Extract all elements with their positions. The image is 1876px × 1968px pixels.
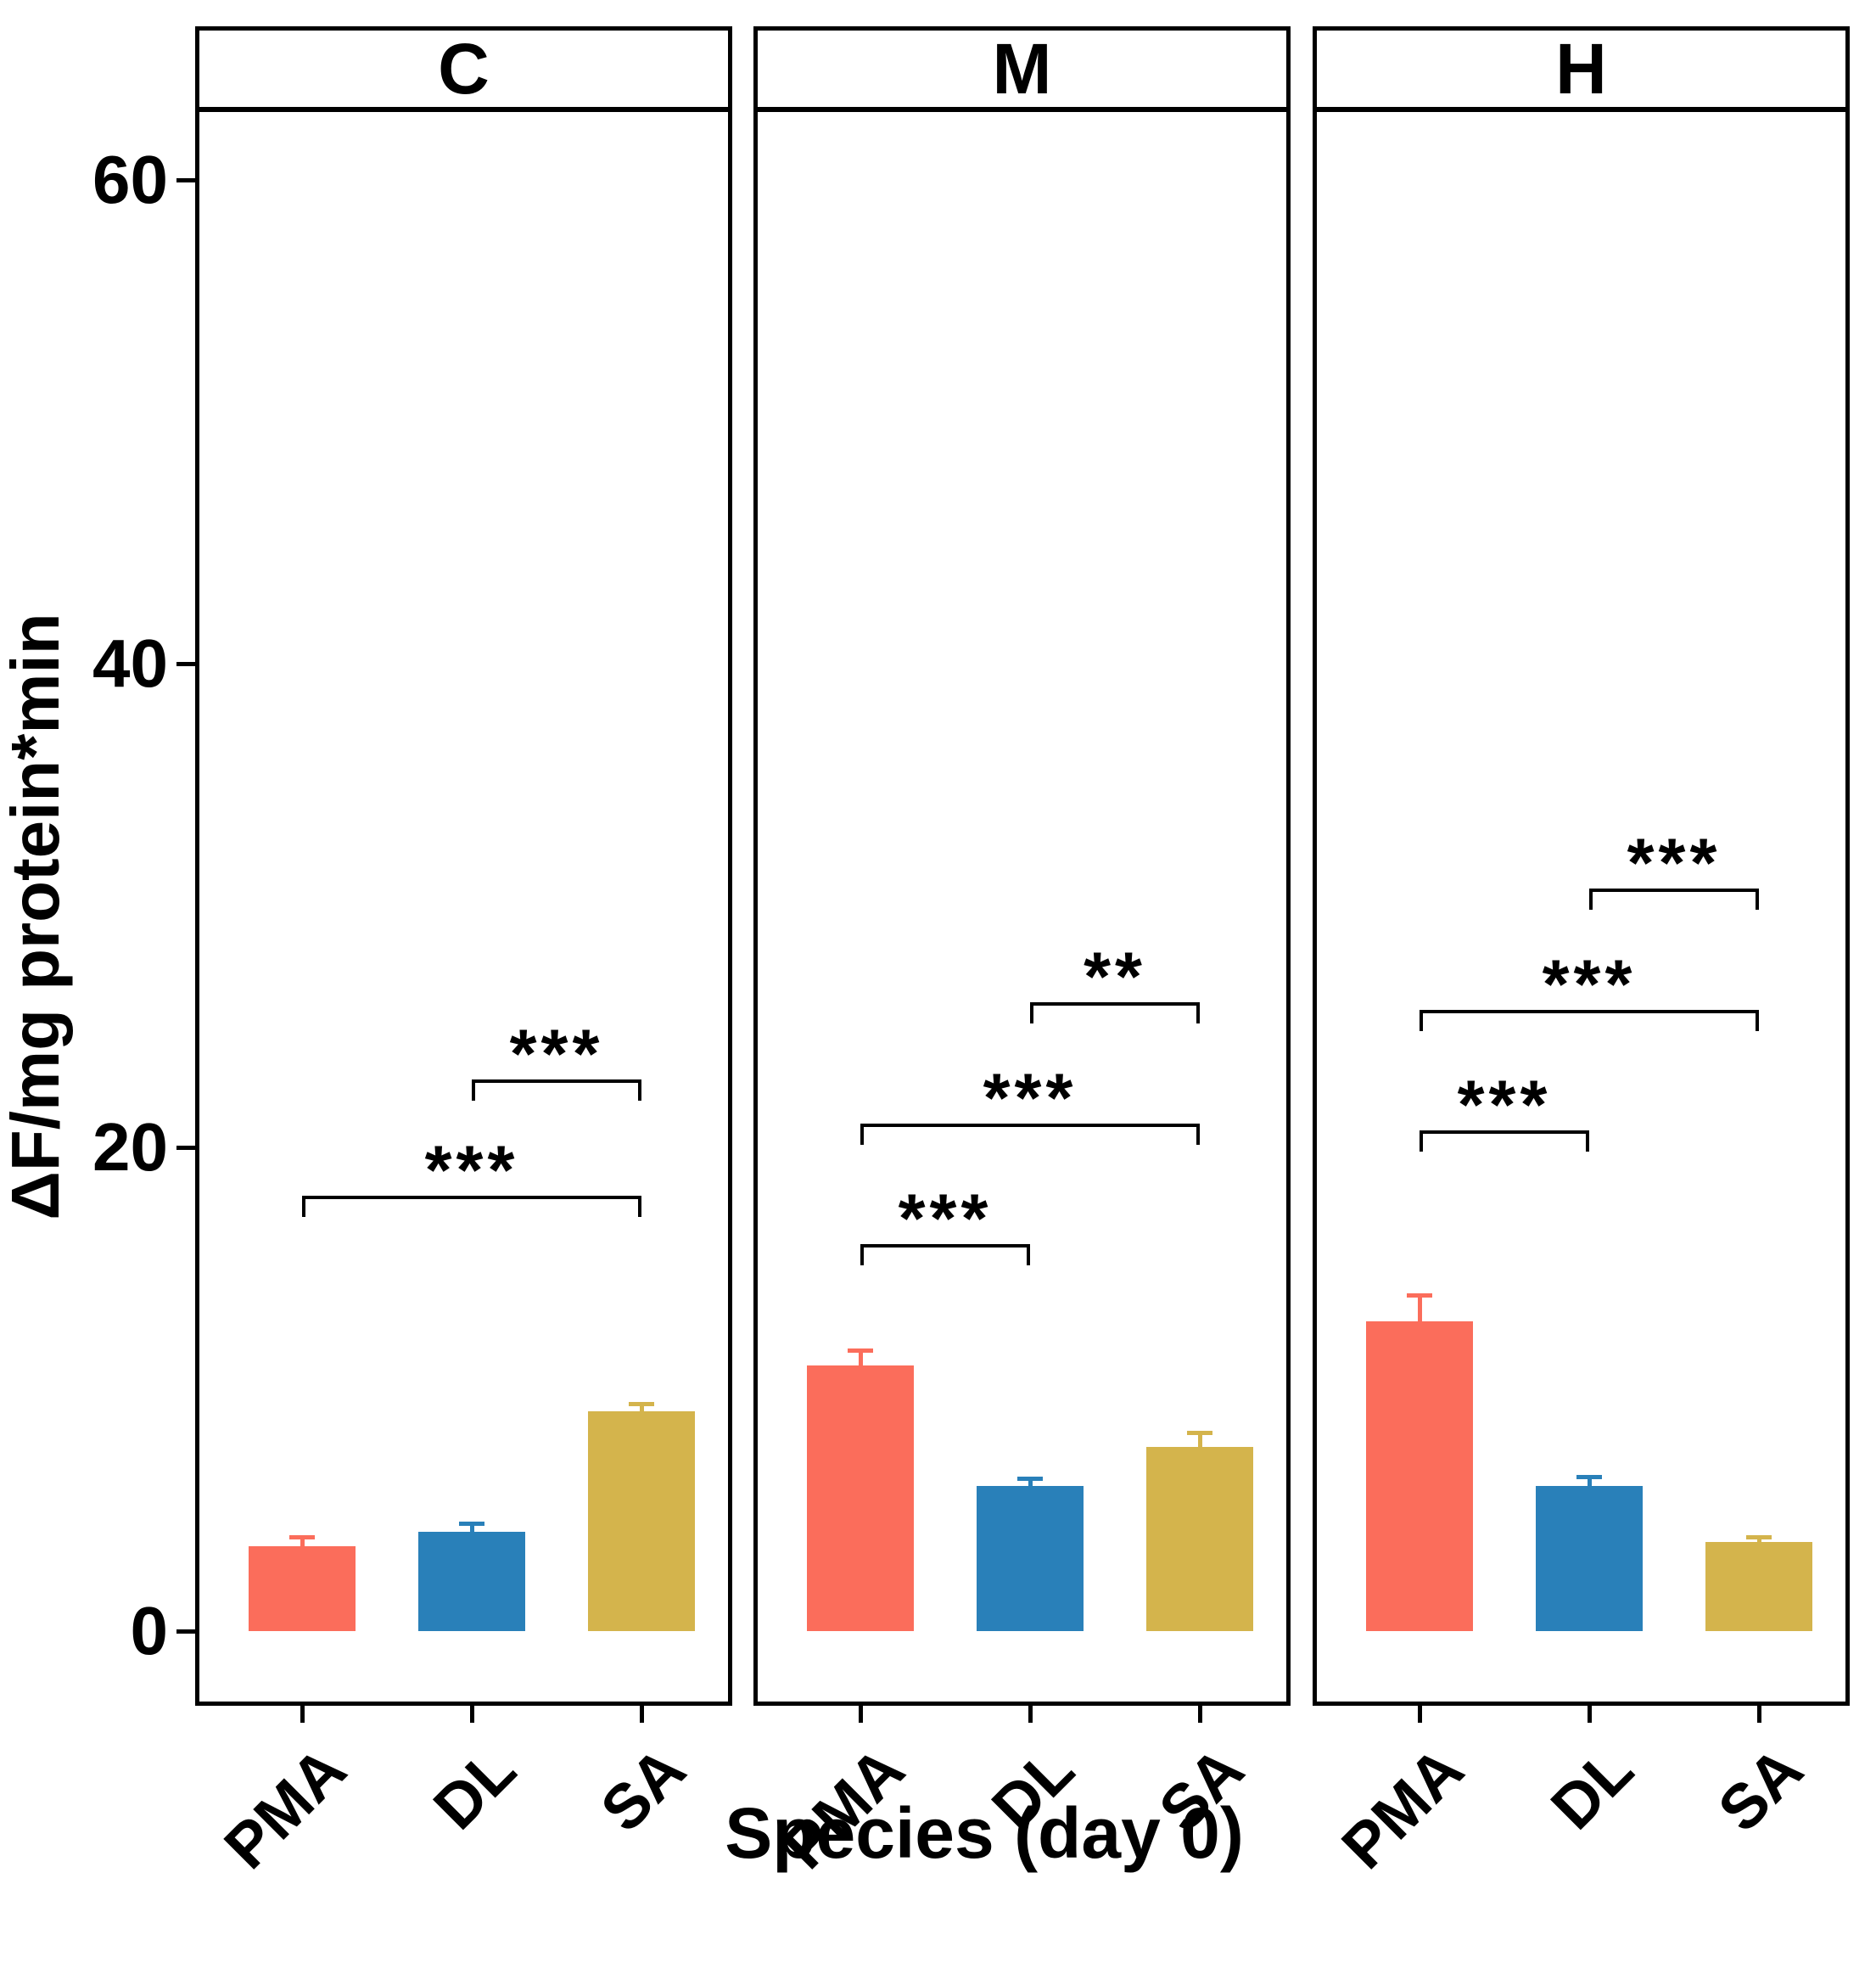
x-tick-label-H-DL: DL <box>1537 1733 1647 1843</box>
facet-strip-label-M: M <box>753 26 1291 111</box>
significance-label-H-1: *** <box>1542 945 1637 1023</box>
error-bar-cap-C-SA <box>629 1402 654 1407</box>
x-tick-label-C-SA: SA <box>587 1733 699 1846</box>
bar-C-SA <box>588 1410 695 1631</box>
significance-bracket-end-right <box>638 1196 641 1217</box>
error-bar-stem-M-PMA <box>858 1350 863 1376</box>
error-bar-cap-H-PMA <box>1407 1292 1432 1298</box>
significance-bracket-H-0 <box>1420 1130 1589 1135</box>
error-bar-stem-H-PMA <box>1417 1294 1422 1332</box>
significance-bracket-end-left <box>1420 1009 1423 1031</box>
significance-bracket-C-1 <box>472 1079 641 1084</box>
x-tick-label-H-PMA: PMA <box>1328 1733 1477 1882</box>
significance-bracket-H-1 <box>1420 1009 1759 1013</box>
bar-H-SA <box>1705 1541 1812 1631</box>
x-tick-H-PMA <box>1417 1706 1422 1723</box>
facet-strip-label-C: C <box>195 26 732 111</box>
significance-bracket-end-right <box>1196 1002 1200 1023</box>
error-bar-stem-M-SA <box>1197 1433 1202 1458</box>
significance-label-H-2: *** <box>1627 825 1722 903</box>
error-bar-cap-M-SA <box>1187 1431 1212 1436</box>
significance-label-H-0: *** <box>1457 1067 1552 1145</box>
error-bar-stem-C-PMA <box>300 1536 305 1557</box>
error-bar-cap-H-DL <box>1576 1474 1602 1479</box>
error-bar-stem-H-DL <box>1587 1476 1592 1496</box>
significance-bracket-end-right <box>1027 1244 1030 1265</box>
error-bar-stem-C-DL <box>469 1523 474 1543</box>
significance-bracket-C-0 <box>302 1196 641 1199</box>
significance-bracket-end-right <box>638 1079 641 1102</box>
x-tick-label-H-SA: SA <box>1705 1733 1817 1846</box>
error-bar-stem-C-SA <box>639 1404 644 1421</box>
significance-bracket-end-left <box>1030 1002 1033 1023</box>
facet-strip-label-H: H <box>1313 26 1850 111</box>
bar-C-DL <box>418 1532 525 1631</box>
bar-M-PMA <box>807 1365 914 1631</box>
significance-label-C-1: *** <box>509 1016 604 1094</box>
y-tick-label-40: 40 <box>92 625 168 701</box>
error-bar-stem-M-DL <box>1028 1478 1033 1496</box>
significance-bracket-end-left <box>1589 889 1593 911</box>
x-tick-M-DL <box>1028 1706 1033 1723</box>
significance-bracket-end-left <box>860 1123 864 1145</box>
bar-H-DL <box>1536 1486 1643 1631</box>
error-bar-stem-H-SA <box>1756 1536 1761 1552</box>
significance-bracket-end-left <box>472 1079 475 1102</box>
significance-bracket-end-left <box>1420 1130 1423 1152</box>
significance-bracket-end-right <box>1756 1009 1759 1031</box>
y-tick-40 <box>176 661 195 666</box>
significance-label-M-1: *** <box>983 1059 1078 1137</box>
significance-label-C-0: *** <box>424 1132 519 1209</box>
significance-bracket-M-2 <box>1030 1002 1200 1006</box>
bar-M-DL <box>977 1486 1084 1631</box>
error-bar-cap-C-PMA <box>289 1534 315 1539</box>
x-tick-label-C-DL: DL <box>419 1733 529 1843</box>
bar-M-SA <box>1146 1447 1253 1631</box>
y-tick-label-60: 60 <box>92 142 168 217</box>
significance-bracket-end-right <box>1756 889 1759 911</box>
x-tick-C-DL <box>469 1706 474 1723</box>
x-tick-C-SA <box>639 1706 644 1723</box>
error-bar-cap-C-DL <box>459 1522 484 1527</box>
x-tick-H-SA <box>1756 1706 1761 1723</box>
x-axis-title: Species (day 0) <box>725 1793 1244 1873</box>
error-bar-cap-M-DL <box>1017 1477 1043 1482</box>
significance-bracket-M-0 <box>860 1244 1030 1248</box>
y-tick-label-0: 0 <box>130 1593 169 1668</box>
x-tick-M-SA <box>1197 1706 1202 1723</box>
x-tick-M-PMA <box>858 1706 863 1723</box>
bar-C-PMA <box>249 1546 356 1631</box>
significance-bracket-end-left <box>860 1244 864 1265</box>
bar-H-PMA <box>1366 1321 1473 1631</box>
y-tick-label-20: 20 <box>92 1109 168 1185</box>
significance-label-M-2: ** <box>1084 939 1146 1016</box>
significance-bracket-H-2 <box>1589 889 1759 893</box>
y-tick-60 <box>176 177 195 182</box>
x-tick-H-DL <box>1587 1706 1592 1723</box>
x-tick-C-PMA <box>300 1706 305 1723</box>
error-bar-cap-M-PMA <box>848 1348 873 1354</box>
error-bar-cap-H-SA <box>1746 1534 1772 1539</box>
y-tick-20 <box>176 1145 195 1150</box>
significance-bracket-M-1 <box>860 1123 1200 1127</box>
y-axis-title: ΔF/mg protein*min <box>0 613 73 1220</box>
significance-bracket-end-left <box>302 1196 305 1217</box>
significance-bracket-end-right <box>1586 1130 1589 1152</box>
significance-bracket-end-right <box>1196 1123 1200 1145</box>
y-tick-0 <box>176 1629 195 1634</box>
x-tick-label-C-PMA: PMA <box>210 1733 360 1882</box>
significance-label-M-0: *** <box>898 1180 993 1258</box>
